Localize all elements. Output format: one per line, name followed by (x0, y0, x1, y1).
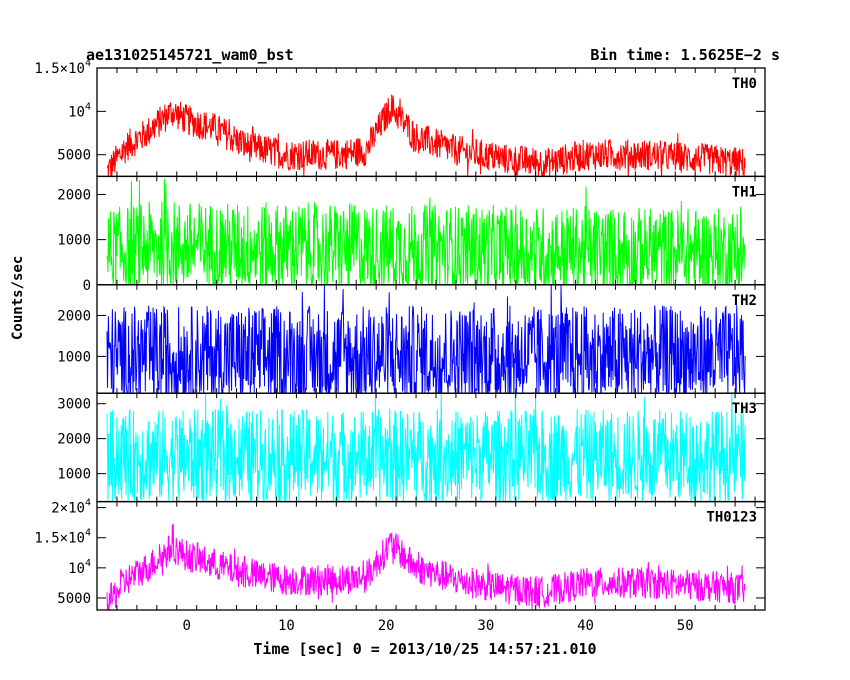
panel-frame (96, 500, 766, 611)
y-tick-label: 2×104 (51, 498, 91, 517)
panel-th0: TH0 5000 104 1.5×104 (34, 58, 766, 178)
y-axis-label: Counts/sec (10, 255, 26, 340)
y-tick-label: 104 (68, 558, 91, 577)
panel-label-th2: TH2 (732, 293, 757, 309)
chart-title: ae131025145721_wam0_bst (86, 46, 294, 64)
panel-th3: TH3 1000 2000 3000 (57, 392, 766, 503)
y-tick-label: 5000 (57, 591, 91, 607)
series-th2 (106, 284, 746, 394)
y-tick-label: 5000 (57, 148, 91, 164)
x-tick-label: 0 (183, 618, 191, 634)
x-tick-label: 10 (278, 618, 295, 634)
x-tick-label: 50 (677, 618, 694, 634)
series-th0123 (106, 523, 746, 611)
bin-time-label: Bin time: 1.5625E−2 s (590, 46, 780, 64)
y-tick-label: 1000 (57, 349, 91, 365)
x-tick-label: 20 (378, 618, 395, 634)
y-tick-label: 0 (83, 278, 91, 294)
series-th3 (106, 393, 746, 502)
panel-label-th1: TH1 (732, 184, 757, 200)
panel-th1: TH1 0 1000 2000 (57, 175, 766, 294)
y-tick-label: 1.5×104 (34, 528, 91, 547)
y-tick-label: 3000 (57, 397, 91, 413)
panel-th0123: TH0123 5000 104 1.5×104 2×104 (34, 498, 766, 611)
y-tick-label: 2000 (57, 432, 91, 448)
panel-label-th0123: TH0123 (706, 510, 757, 526)
series-th0 (106, 94, 746, 177)
y-tick-label: 1.5×104 (34, 58, 91, 77)
x-tick-label: 40 (577, 618, 594, 634)
y-tick-label: 1000 (57, 467, 91, 483)
x-tick-label: 30 (477, 618, 494, 634)
y-tick-label: 1000 (57, 233, 91, 249)
y-tick-label: 2000 (57, 308, 91, 324)
panel-th2: TH2 1000 2000 (57, 284, 766, 394)
panel-label-th0: TH0 (732, 76, 757, 92)
y-tick-label: 2000 (57, 187, 91, 203)
y-tick-label: 104 (68, 101, 91, 120)
series-th1 (106, 178, 746, 285)
x-axis-label: Time [sec] 0 = 2013/10/25 14:57:21.010 (253, 640, 597, 658)
panel-label-th3: TH3 (732, 401, 757, 417)
